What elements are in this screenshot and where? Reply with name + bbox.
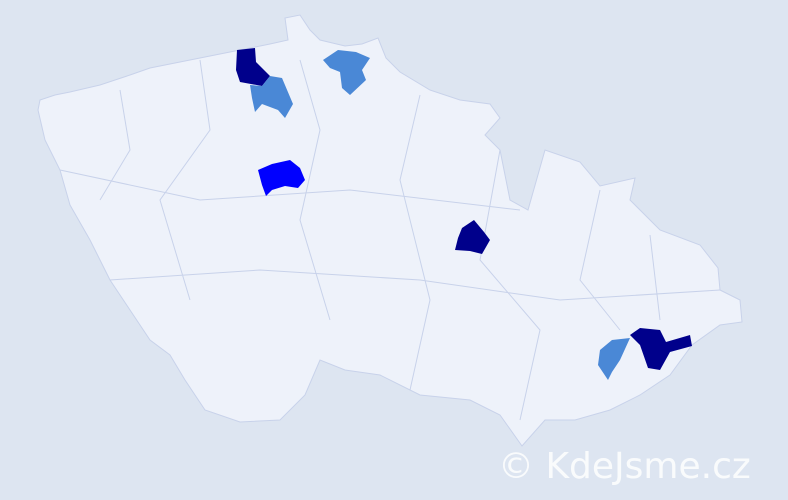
district-borders [59, 59, 721, 421]
district-highlight[interactable] [323, 50, 370, 95]
country-outline [37, 14, 743, 447]
district-highlight[interactable] [598, 338, 630, 380]
district-highlight[interactable] [630, 328, 692, 370]
district-highlight[interactable] [236, 48, 270, 86]
watermark: © KdeJsme.cz [498, 446, 751, 487]
district-highlight[interactable] [455, 220, 490, 254]
district-highlight[interactable] [258, 160, 305, 196]
district-highlight[interactable] [250, 76, 293, 118]
